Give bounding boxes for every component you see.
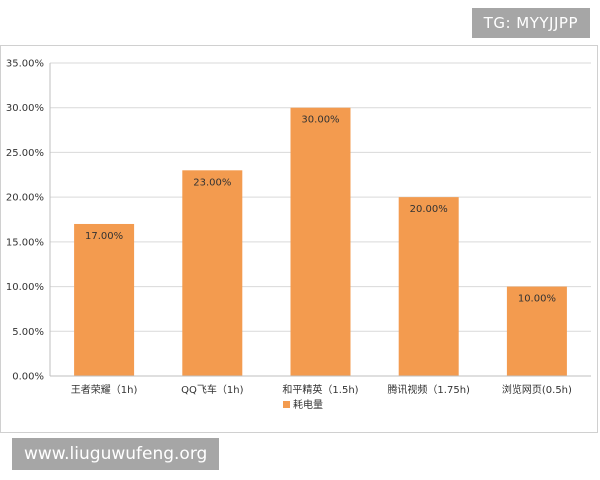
bar — [182, 170, 243, 376]
y-tick-label: 35.00% — [6, 59, 44, 70]
x-tick-label: 和平精英（1.5h) — [282, 383, 358, 396]
watermark-site: www.liuguwufeng.org — [12, 438, 220, 470]
y-tick-label: 15.00% — [6, 237, 44, 248]
y-tick-label: 5.00% — [12, 327, 44, 338]
bar — [290, 107, 351, 376]
x-tick-label: QQ飞车（1h) — [181, 383, 243, 396]
legend-swatch — [283, 401, 290, 408]
data-label: 17.00% — [85, 231, 123, 242]
watermark-tg: TG: MYYJJPP — [471, 8, 590, 38]
bar — [506, 286, 567, 376]
bar — [74, 223, 135, 376]
bar-chart: 0.00% 5.00% 10.00% 15.00% 20.00% 25.00% 30.00%… — [6, 59, 591, 411]
y-tick-label: 0.00% — [12, 372, 44, 383]
data-label: 23.00% — [193, 177, 231, 188]
data-label: 10.00% — [518, 294, 556, 305]
y-tick-label: 25.00% — [6, 148, 44, 159]
x-tick-label: 腾讯视频（1.75h) — [387, 383, 470, 396]
bar — [398, 197, 459, 376]
data-label: 30.00% — [301, 115, 339, 126]
legend-label: 耗电量 — [293, 398, 323, 411]
chart-frame: 0.00% 5.00% 10.00% 15.00% 20.00% 25.00% 30.00%… — [0, 45, 598, 433]
data-label: 20.00% — [410, 204, 448, 215]
y-tick-label: 10.00% — [6, 282, 44, 293]
y-tick-label: 20.00% — [6, 193, 44, 204]
x-tick-label: 王者荣耀（1h) — [71, 384, 138, 396]
x-tick-label: 浏览网页(0.5h) — [502, 383, 572, 396]
y-tick-label: 30.00% — [6, 103, 44, 114]
